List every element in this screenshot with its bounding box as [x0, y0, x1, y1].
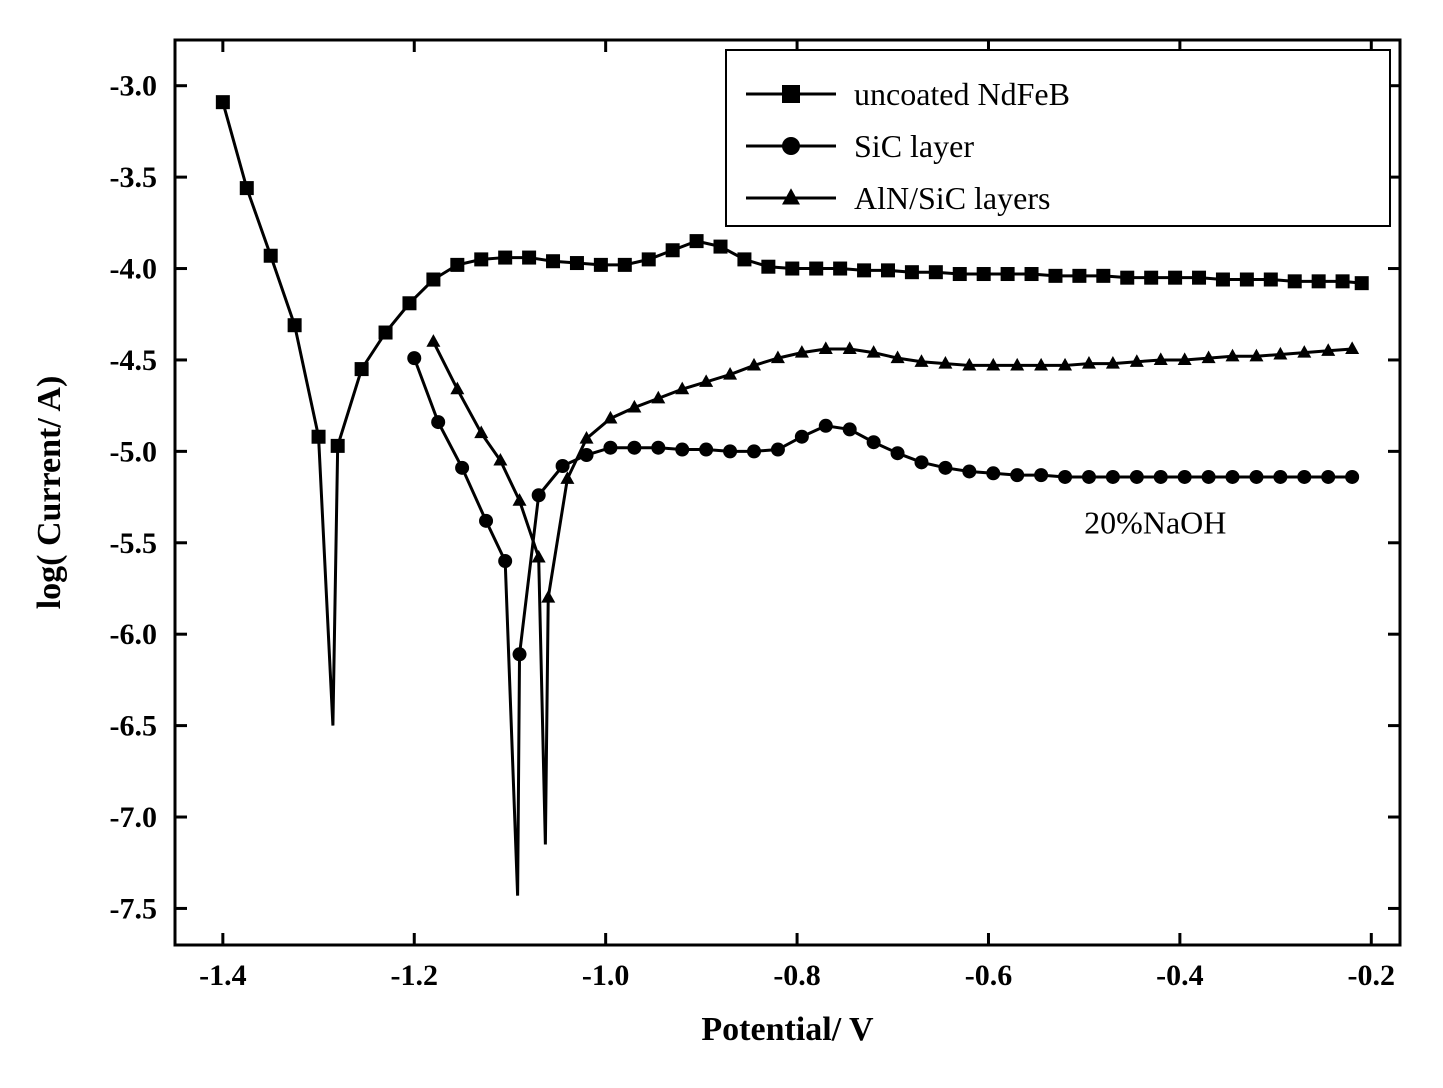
y-tick-label: -4.5 [110, 344, 158, 377]
annotation-text: 20%NaOH [1084, 505, 1226, 541]
y-axis-label: log( Current/ A) [31, 376, 68, 610]
x-tick-label: -1.4 [199, 959, 247, 992]
series-line [433, 342, 1352, 845]
x-tick-label: -0.6 [965, 959, 1013, 992]
legend-label: uncoated NdFeB [854, 76, 1070, 112]
y-tick-label: -5.0 [110, 435, 158, 468]
x-tick-label: -1.2 [391, 959, 439, 992]
x-axis-label: Potential/ V [701, 1011, 874, 1048]
y-tick-label: -6.0 [110, 618, 158, 651]
series-line [414, 358, 1352, 896]
legend-label: AlN/SiC layers [854, 180, 1050, 216]
y-tick-label: -3.0 [110, 70, 158, 103]
y-tick-label: -3.5 [110, 161, 158, 194]
y-tick-label: -7.0 [110, 801, 158, 834]
y-tick-label: -7.5 [110, 892, 158, 925]
legend-label: SiC layer [854, 128, 974, 164]
x-tick-label: -1.0 [582, 959, 630, 992]
tafel-plot-chart: -1.4 -1.2 -1.0 -0.8 -0.6 -0.4 -0.2 -7.5 -7.0 -6.5… [0, 0, 1443, 1088]
y-tick-label: -5.5 [110, 527, 158, 560]
x-tick-label: -0.2 [1348, 959, 1396, 992]
y-tick-label: -6.5 [110, 710, 158, 743]
x-tick-label: -0.4 [1156, 959, 1204, 992]
x-tick-label: -0.8 [773, 959, 821, 992]
y-tick-label: -4.0 [110, 253, 158, 286]
chart-svg: -1.4 -1.2 -1.0 -0.8 -0.6 -0.4 -0.2 -7.5 -7.0 -6.5… [0, 0, 1443, 1088]
